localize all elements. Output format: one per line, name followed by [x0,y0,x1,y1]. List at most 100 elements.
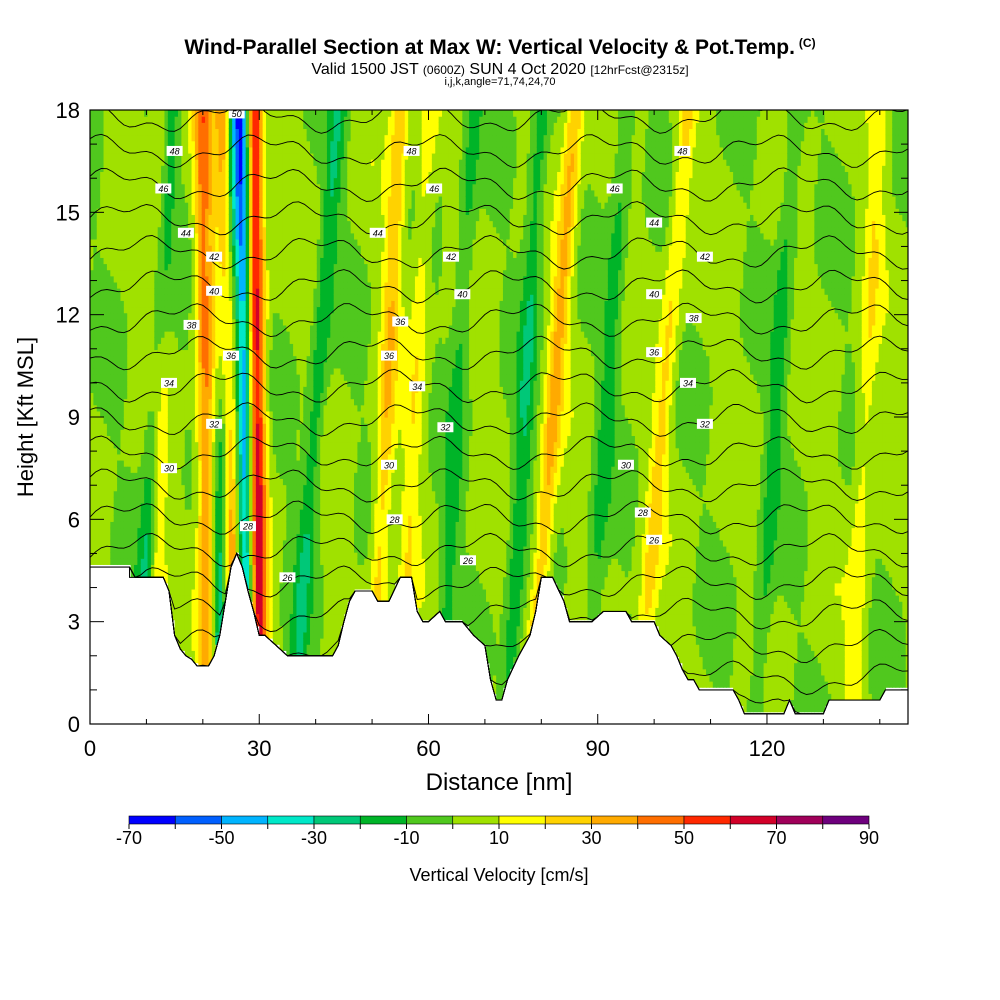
velocity-cell [161,392,166,400]
velocity-cell [110,509,115,516]
velocity-cell [222,269,226,277]
velocity-cell [222,404,226,412]
velocity-cell [225,134,230,142]
velocity-cell [188,650,193,658]
velocity-cell [222,595,226,602]
velocity-cell [215,146,220,154]
velocity-cell [144,374,149,381]
velocity-cell [201,398,206,406]
velocity-cell [215,601,220,608]
velocity-cell [232,220,237,228]
velocity-cell [154,208,159,215]
velocity-cell [120,269,125,277]
velocity-cell [178,607,182,615]
velocity-cell [117,202,122,209]
velocity-cell [154,502,159,510]
velocity-cell [123,502,128,510]
velocity-cell [100,245,105,252]
velocity-cell [191,435,196,443]
velocity-cell [167,527,172,535]
velocity-cell [137,545,142,553]
velocity-cell [208,631,213,639]
velocity-cell [150,220,155,228]
velocity-cell [110,324,115,332]
velocity-cell [208,324,213,332]
velocity-cell [184,195,189,203]
velocity-cell [194,582,199,590]
velocity-cell [194,410,199,418]
velocity-cell [113,349,118,357]
velocity-cell [130,263,135,271]
velocity-cell [164,417,169,424]
velocity-cell [130,226,135,234]
velocity-cell [113,355,118,363]
velocity-cell [157,447,162,455]
velocity-cell [150,478,155,486]
velocity-cell [201,638,206,645]
velocity-cell [228,484,233,492]
velocity-cell [225,232,230,240]
velocity-cell [178,177,182,185]
velocity-cell [144,288,149,295]
velocity-cell [188,367,193,375]
velocity-cell [188,509,193,516]
velocity-cell [178,189,182,197]
velocity-cell [96,361,101,369]
velocity-cell [194,159,199,166]
velocity-cell [164,435,169,443]
velocity-cell [198,171,203,179]
velocity-cell [238,509,243,516]
velocity-cell [194,527,199,535]
velocity-cell [157,232,162,240]
velocity-cell [201,472,206,479]
velocity-cell [188,152,193,160]
velocity-cell [154,466,159,473]
velocity-cell [93,502,98,510]
velocity-cell [171,226,176,234]
velocity-cell [113,324,118,332]
velocity-cell [150,183,155,191]
velocity-cell [147,128,152,136]
velocity-cell [130,380,135,387]
velocity-cell [106,152,111,160]
velocity-cell [123,392,128,400]
velocity-cell [147,110,152,117]
velocity-cell [134,545,138,553]
velocity-cell [211,570,216,578]
velocity-cell [154,257,159,265]
velocity-cell [157,527,162,535]
velocity-cell [93,318,98,326]
velocity-cell [191,576,196,584]
velocity-cell [215,509,220,516]
velocity-cell [232,152,237,160]
velocity-cell [106,214,111,222]
velocity-cell [181,189,186,197]
velocity-cell [147,269,152,277]
velocity-cell [167,134,172,142]
velocity-cell [123,374,128,381]
velocity-cell [188,349,193,357]
velocity-cell [161,146,166,154]
velocity-cell [110,423,115,430]
velocity-cell [164,140,169,148]
velocity-cell [225,404,230,412]
velocity-cell [198,374,203,381]
velocity-cell [137,441,142,449]
velocity-cell [228,226,233,234]
velocity-cell [103,269,108,277]
velocity-cell [137,245,142,252]
velocity-cell [191,110,196,117]
velocity-cell [184,312,189,320]
velocity-cell [218,527,223,535]
velocity-cell [100,202,105,209]
velocity-cell [184,638,189,645]
velocity-cell [225,195,230,203]
velocity-cell [154,275,159,283]
velocity-cell [93,459,98,467]
velocity-cell [198,269,203,277]
velocity-cell [113,202,118,209]
velocity-cell [205,392,210,400]
velocity-cell [171,152,176,160]
velocity-cell [134,202,138,209]
velocity-cell [178,312,182,320]
